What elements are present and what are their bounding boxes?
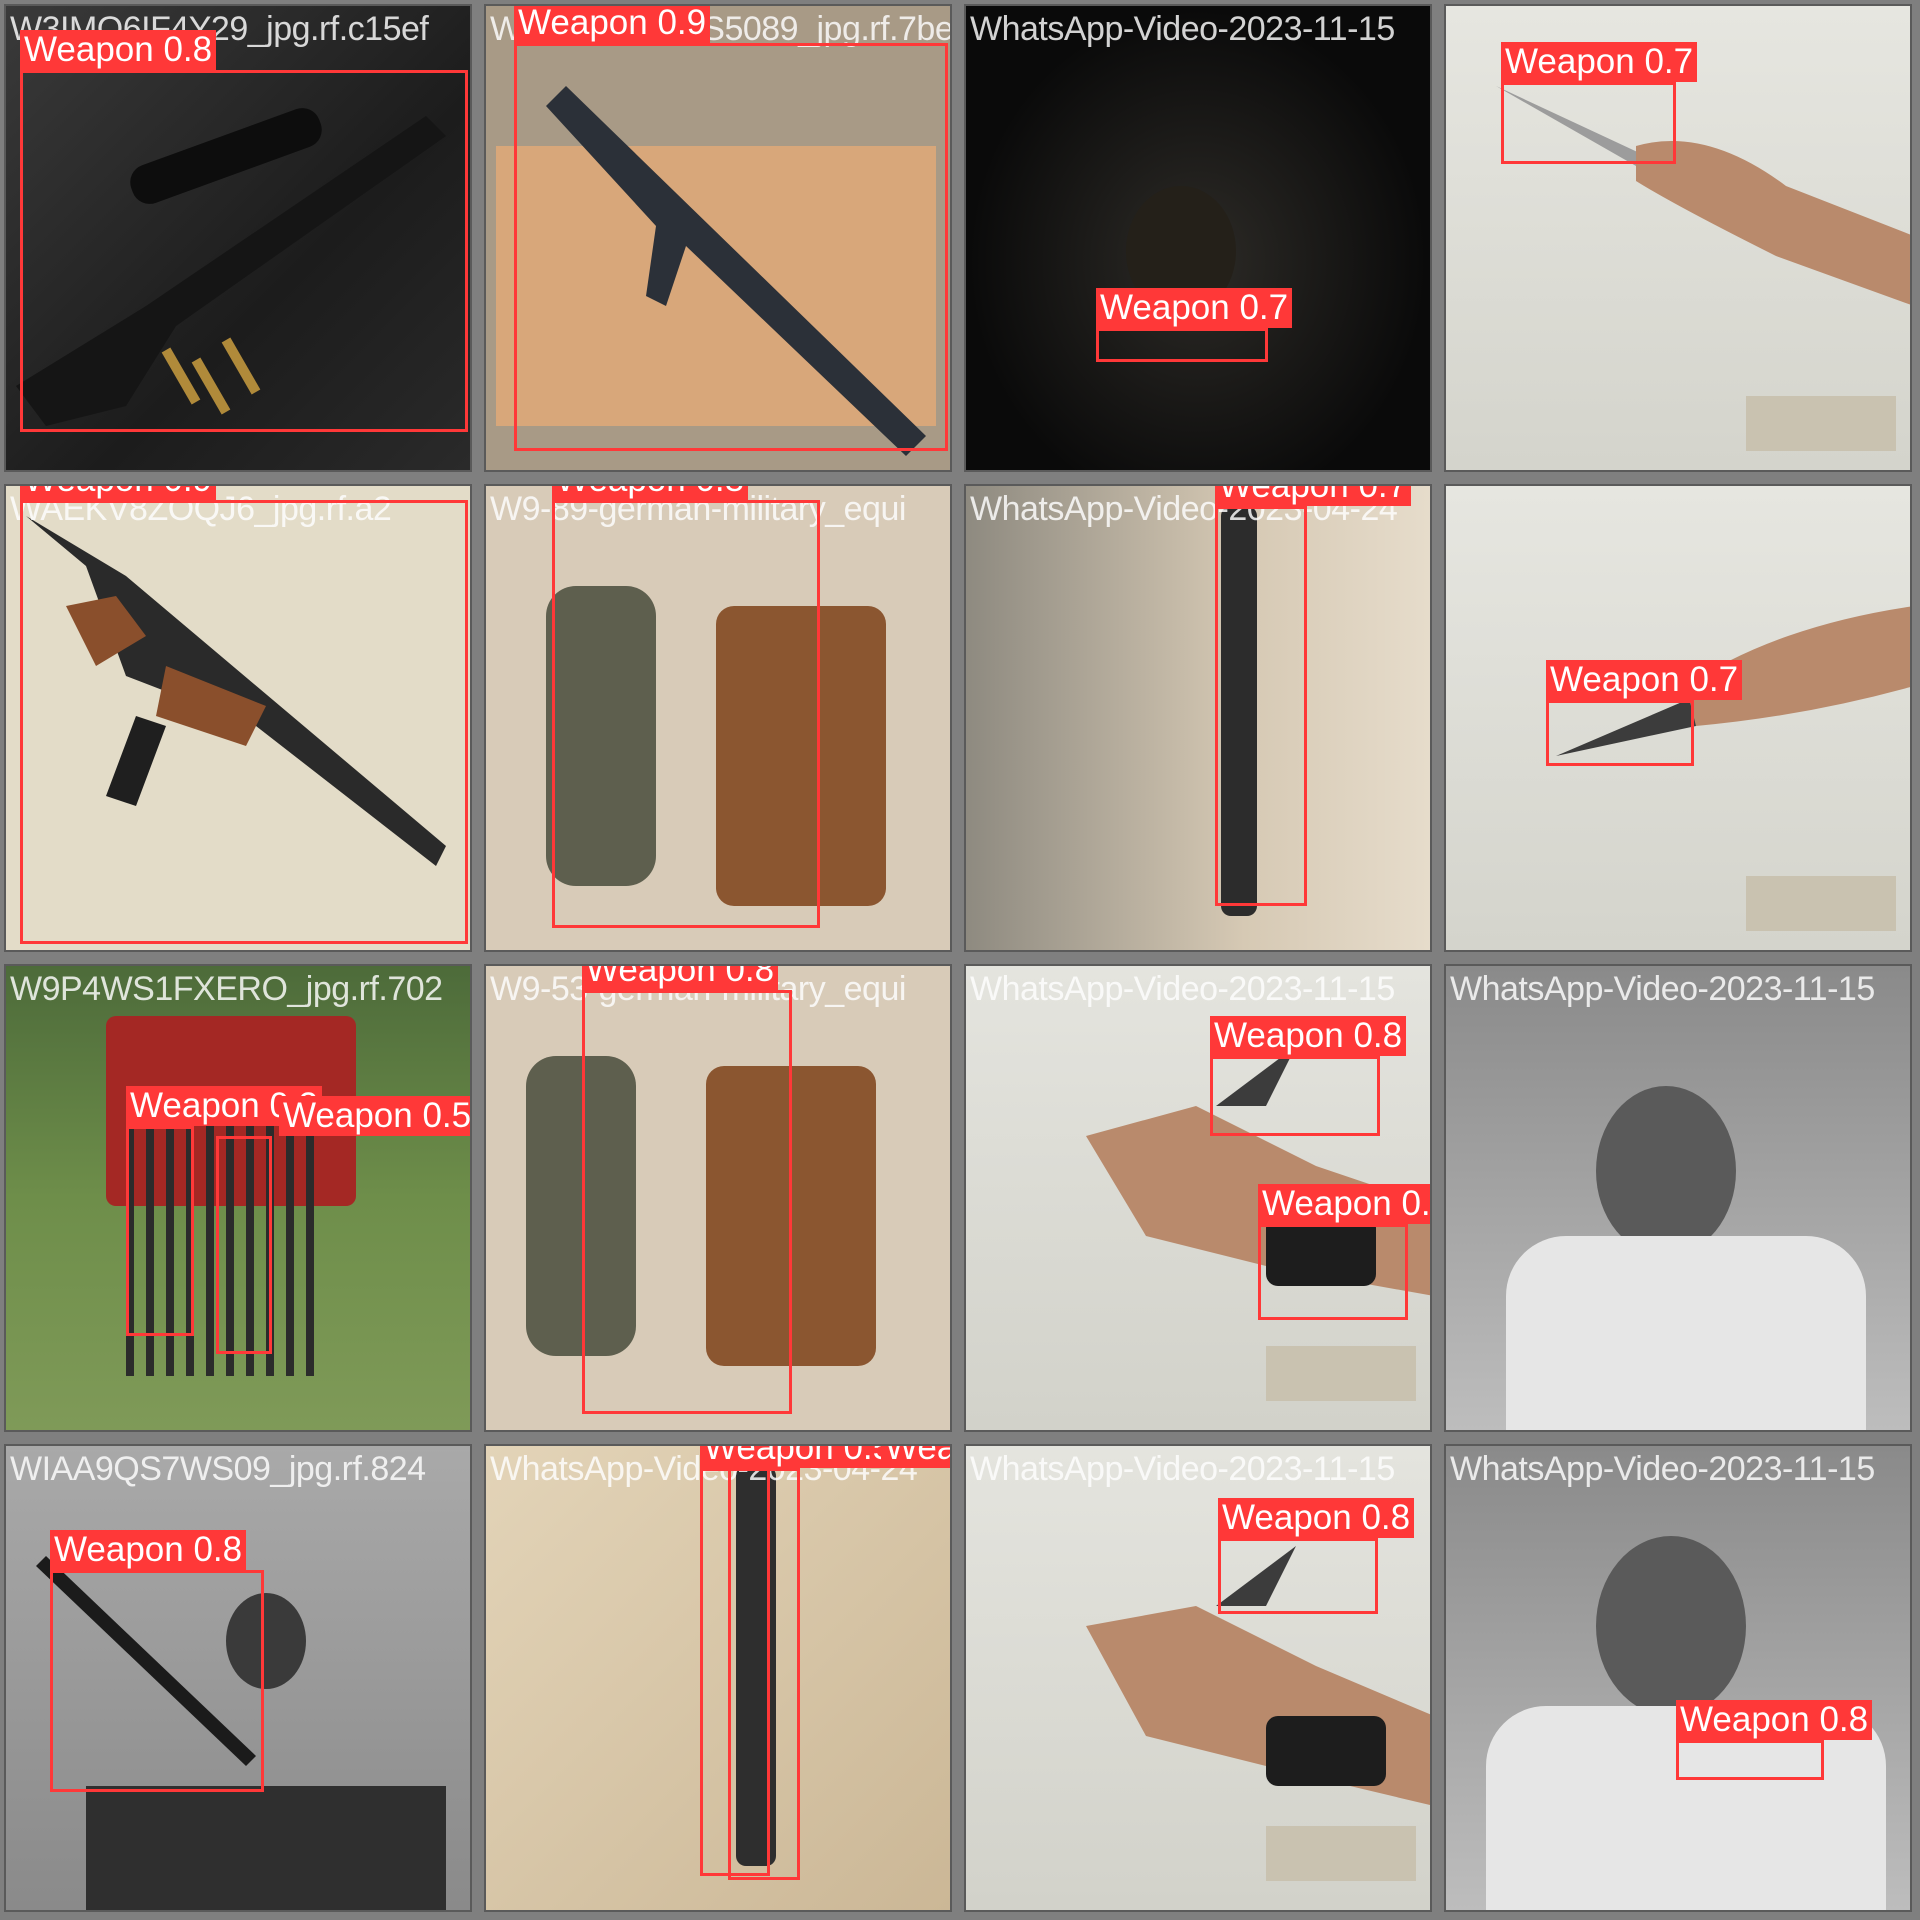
detection-label: Weapon 0.9 — [20, 486, 217, 500]
detection-box: Weapon 0.6 — [728, 1446, 950, 1880]
photo-shotgun-table — [966, 486, 1430, 950]
leather-pouch — [716, 606, 886, 906]
person-head — [1596, 1086, 1736, 1256]
detection-label: Weapon 0.8 — [1676, 1700, 1873, 1740]
tile-12: WhatsApp-Video-2023-11-15 — [1444, 964, 1912, 1432]
tile-11: WhatsApp-Video-2023-11-15 Weapon 0.8 Wea… — [964, 964, 1432, 1432]
detection-box: Weapon 0.4 — [1258, 1184, 1430, 1320]
detection-label: Weapon 0.6 — [881, 1446, 950, 1468]
person-head — [1596, 1536, 1746, 1716]
detection-box: Weapon 0.8 — [552, 486, 820, 928]
tile-1: W3IMO6IF4Y29_jpg.rf.c15ef Weapon 0.8 — [4, 4, 472, 472]
detection-box: Weapon 0.8 — [20, 30, 468, 432]
detection-box: Weapon 0.8 — [1676, 1700, 1873, 1780]
detection-box: Weapon 0.3 — [126, 1086, 323, 1336]
tile-15: WhatsApp-Video-2023-11-15 Weapon 0.8 — [964, 1444, 1432, 1912]
detection-label: Weapon 0.8 — [1210, 1016, 1407, 1056]
detection-box: Weapon 0.9 — [514, 6, 948, 451]
detection-box: Weapon 0.9 — [20, 486, 468, 944]
hand-knife-illustration — [1086, 1546, 1430, 1881]
detection-label: Weapon 0.5 — [700, 1446, 897, 1468]
rifle-illustration — [16, 108, 446, 426]
tile-2: W0I9TKN8W0S5089_jpg.rf.7be Weapon 0.9 — [484, 4, 952, 472]
detection-box: Weapon 0.7 — [1096, 288, 1293, 362]
table — [86, 1786, 446, 1910]
hand-knife-illustration — [1496, 86, 1910, 451]
tile-8: Weapon 0.7 — [1444, 484, 1912, 952]
detection-box: Weapon 0.8 — [582, 966, 792, 1414]
tile-7: WhatsApp-Video-2023-04-24 Weapon 0.7 — [964, 484, 1432, 952]
detection-label: Weapon 0.9 — [514, 6, 711, 43]
detection-box: Weapon 0.7 — [1215, 486, 1412, 906]
tile-6: W9-89-german-military_equi Weapon 0.8 — [484, 484, 952, 952]
tile-4: Weapon 0.7 — [1444, 4, 1912, 472]
tile-5: WAEKV8ZOQJ6_jpg.rf.a2 Weapon 0.9 — [4, 484, 472, 952]
tile-13: WIAA9QS7WS09_jpg.rf.824 Weapon 0.8 — [4, 1444, 472, 1912]
rifle-illustration — [36, 1556, 306, 1766]
tile-9: W9P4WS1FXERO_jpg.rf.702 Weapon 0.3 Weapo… — [4, 964, 472, 1432]
tile-16: WhatsApp-Video-2023-11-15 Weapon 0.8 — [1444, 1444, 1912, 1912]
detection-box: Weapon 0.7 — [1501, 42, 1698, 164]
rifles-group — [126, 1116, 316, 1376]
detection-box: Weapon 0.5 — [216, 1096, 470, 1354]
detection-label: Weapon 0.8 — [20, 30, 217, 70]
tile-3: WhatsApp-Video-2023-11-15 Weapon 0.7 — [964, 4, 1432, 472]
detection-label: Weapon 0.8 — [582, 966, 779, 990]
detection-label: Weapon 0.8 — [552, 486, 749, 500]
detection-box: Weapon 0.5 — [700, 1446, 897, 1876]
grenade-canister — [526, 1056, 636, 1356]
detection-label: Weapon 0.4 — [1258, 1184, 1430, 1224]
photo-shotgun-floor — [486, 1446, 950, 1910]
detection-label: Weapon 0.7 — [1546, 660, 1743, 700]
detection-label: Weapon 0.5 — [279, 1096, 470, 1136]
detection-label: Weapon 0.7 — [1501, 42, 1698, 82]
detection-label: Weapon 0.8 — [1218, 1498, 1415, 1538]
detection-label: Weapon 0.7 — [1096, 288, 1293, 328]
detection-box: Weapon 0.7 — [1546, 660, 1743, 766]
detection-label: Weapon 0.7 — [1215, 486, 1412, 506]
tile-14: WhatsApp-Video-2023-04-24 Weapon 0.5 Wea… — [484, 1444, 952, 1912]
shotgun-silhouette — [1221, 506, 1257, 916]
detection-box: Weapon 0.8 — [1210, 1016, 1407, 1136]
person-shirt — [1506, 1236, 1866, 1430]
tile-10: W9-53-german-military_equi Weapon 0.8 — [484, 964, 952, 1432]
detection-box: Weapon 0.8 — [50, 1530, 264, 1792]
detection-label: Weapon 0.8 — [50, 1530, 247, 1570]
grenade-canister — [546, 586, 656, 886]
detection-box: Weapon 0.8 — [1218, 1498, 1415, 1614]
rifle-illustration — [26, 516, 446, 866]
rifle-illustration — [546, 86, 926, 456]
